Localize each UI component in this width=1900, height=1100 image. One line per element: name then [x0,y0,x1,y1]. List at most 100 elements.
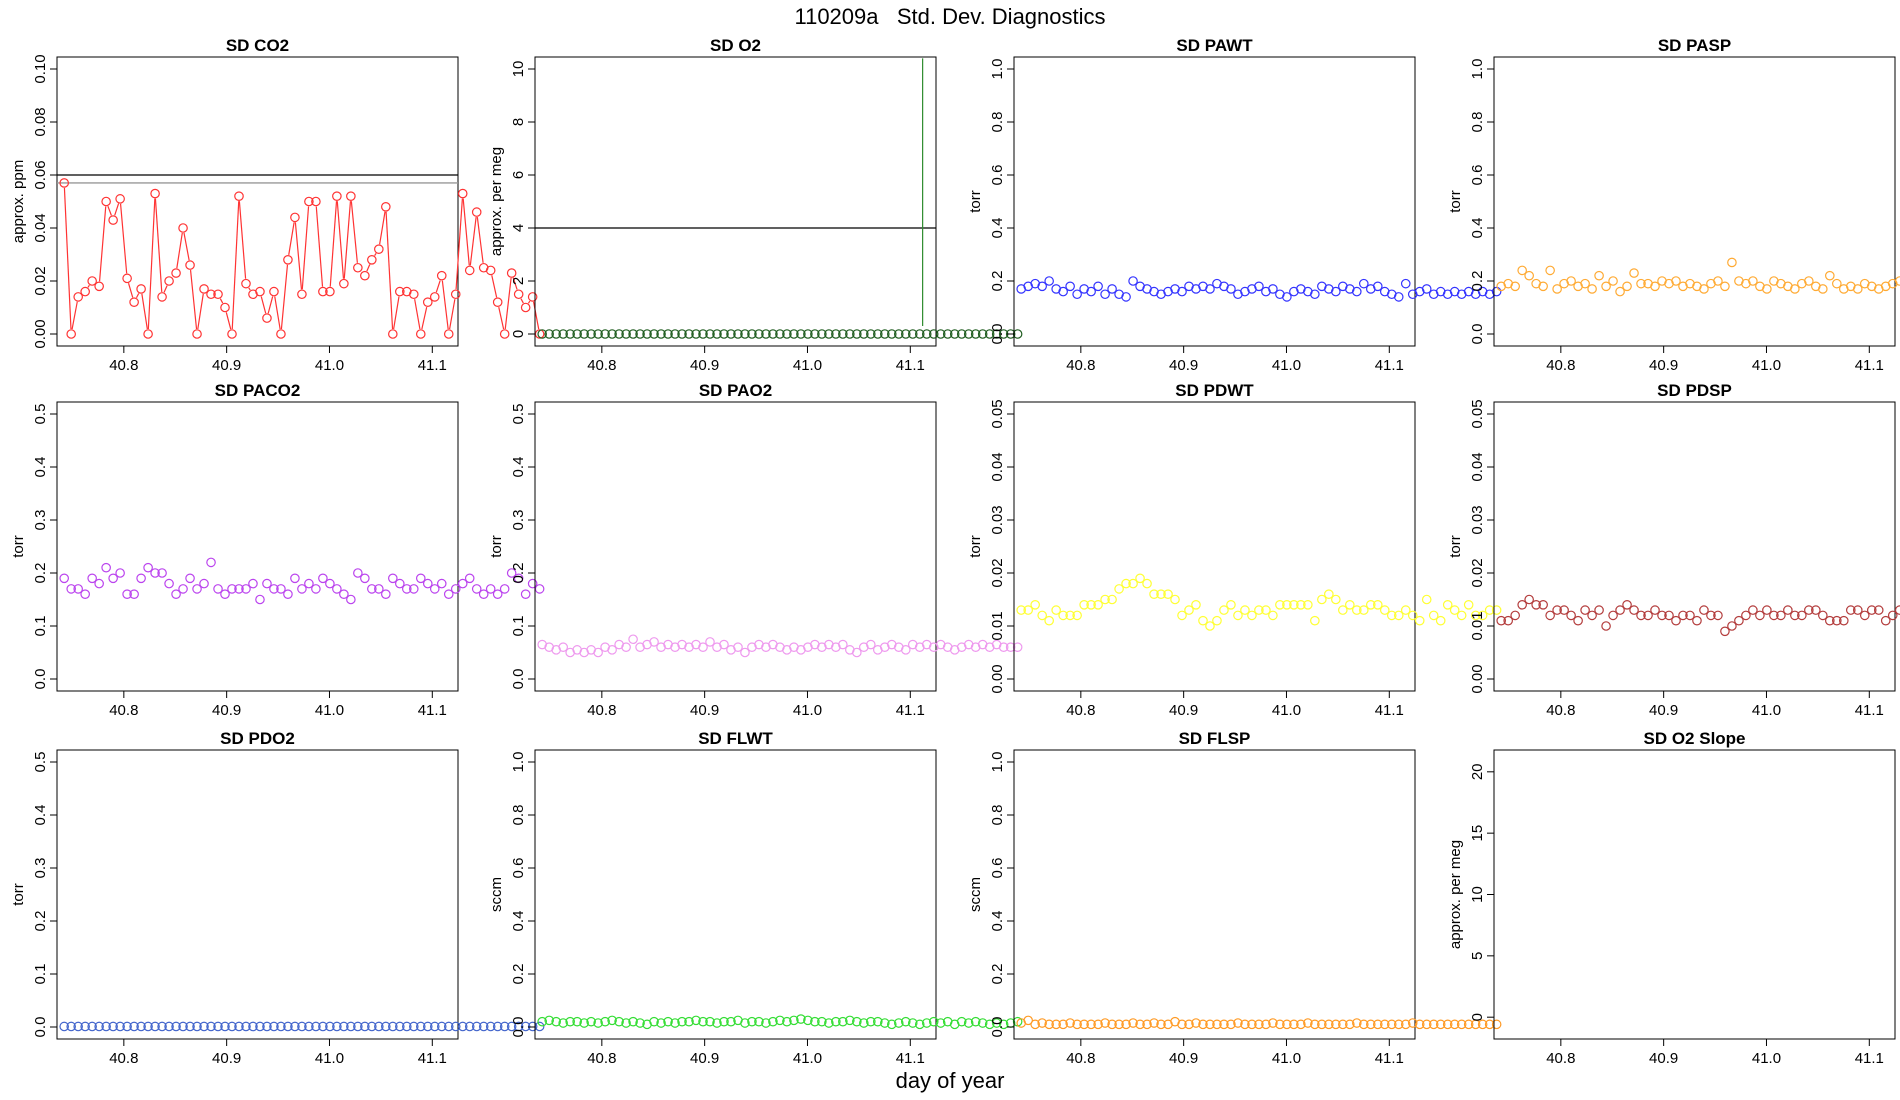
data-point [1037,281,1047,292]
data-point [199,1021,209,1032]
data-point [838,1016,848,1027]
data-point [1338,605,1348,615]
data-point [178,223,188,233]
y-tick-label: 1.0 [1469,59,1486,80]
data-point [87,1021,97,1032]
y-axis-label: torr [1447,190,1464,213]
y-tick-label: 6 [510,171,527,179]
data-point [1517,599,1527,610]
data-point [782,329,792,339]
series-line-segment [469,216,477,266]
data-point [1037,1018,1047,1028]
series-line-segment [294,222,303,290]
y-tick-label: 0.10 [32,54,49,83]
series-line-segment [441,280,449,330]
chart-panel: SD PACO2 0.0 0.1 0.2 0.3 0.4 0.5 40.8 40.9 41.0 41… [10,381,545,719]
panel-title: SD PDO2 [220,729,295,748]
series-line-segment [98,206,107,282]
y-tick-label: 0.00 [32,319,49,348]
data-point [1030,1019,1040,1030]
data-point [1748,605,1758,615]
data-point [1407,610,1418,621]
data-point [59,178,69,188]
data-point [471,584,482,594]
data-point [332,1021,342,1032]
data-point [1296,599,1306,610]
data-point [115,194,125,204]
data-point [1205,1019,1215,1030]
data-point [297,1021,307,1032]
data-point [506,268,517,278]
x-tick-label: 40.9 [212,702,241,719]
data-point [220,589,230,599]
y-tick-label: 0.2 [510,964,527,985]
data-point [436,1021,447,1032]
data-point [1289,599,1299,610]
data-point [422,578,433,589]
series-line-segment [176,232,183,269]
data-point [579,1018,589,1028]
y-tick-label: 0.0 [989,324,1006,345]
plot-frame [1493,749,1896,1040]
data-point [1156,589,1166,599]
panel-title: SD O2 Slope [1643,729,1745,748]
data-point [171,1021,181,1032]
data-point [157,292,167,302]
x-tick-label: 40.9 [1169,1050,1198,1067]
data-point [1365,1019,1376,1030]
data-point [178,584,188,594]
data-point [1310,615,1320,626]
series-line-segment [366,264,371,272]
data-point [1470,610,1481,621]
data-point [928,329,939,339]
data-point [478,589,489,599]
data-point [450,584,461,594]
data-point [436,270,447,281]
y-tick-label: 1.0 [989,59,1006,80]
data-point [949,329,960,339]
data-point [537,1016,547,1027]
x-tick-label: 41.1 [1375,357,1404,374]
data-point [1358,605,1369,615]
data-point [464,265,475,276]
data-point [499,584,510,594]
y-axis-label: approx. per meg [488,147,505,256]
x-tick-label: 40.9 [1169,357,1198,374]
x-tick-label: 41.1 [1375,1050,1404,1067]
data-point [1303,599,1313,610]
data-point [1442,1019,1453,1030]
x-tick-label: 41.0 [1272,357,1301,374]
data-point [1338,1019,1348,1030]
x-tick-label: 40.8 [109,357,138,374]
data-point [747,1016,757,1027]
data-point [1608,610,1618,621]
series-line-segment [329,201,338,287]
y-tick-label: 0.1 [32,616,49,637]
data-point [443,1021,454,1032]
data-point [108,573,118,584]
data-point [1177,1019,1187,1030]
y-tick-label: 0 [510,330,527,338]
y-tick-label: 0.3 [32,858,49,879]
data-point [1692,615,1702,626]
data-point [1510,281,1520,292]
y-tick-label: 0.0 [510,669,527,690]
series-line-segment [154,198,163,292]
data-point [586,329,596,339]
data-point [1282,1019,1292,1030]
data-point [234,1021,244,1032]
data-point [1051,605,1061,615]
series-line-segment [135,293,140,299]
data-point [388,573,398,584]
data-point [276,1021,286,1032]
y-tick-label: 0.05 [989,399,1006,428]
data-point [593,329,603,339]
data-point [1699,605,1709,615]
data-point [1491,1019,1502,1030]
data-point [227,584,237,594]
data-point [1713,276,1723,286]
data-point [101,1021,111,1032]
series-line-segment [114,203,120,216]
y-tick-label: 0.4 [989,911,1006,932]
data-point [649,1016,659,1027]
